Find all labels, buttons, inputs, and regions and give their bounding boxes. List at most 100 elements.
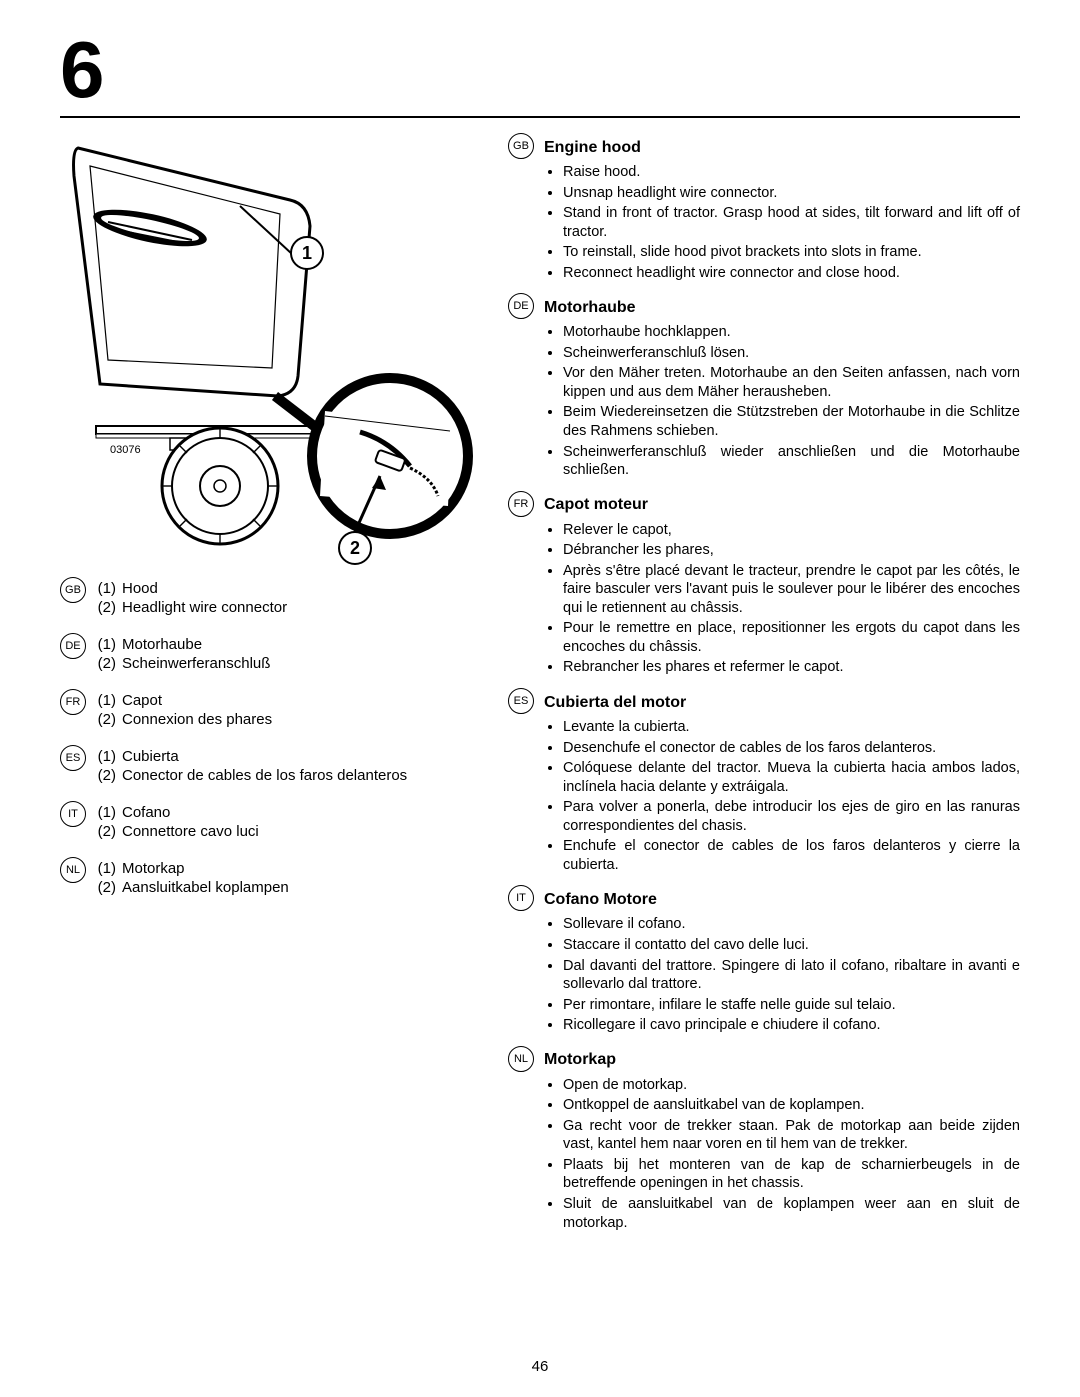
legend-text: Scheinwerferanschluß — [122, 655, 270, 672]
legend-num: (1) — [92, 636, 116, 653]
instruction-section: NL Motorkap Open de motorkap.Ontkoppel de … — [508, 1049, 1020, 1232]
instruction-section: FR Capot moteur Relever le capot,Débranche… — [508, 494, 1020, 677]
legend-block: GB(1)Hood(2)Headlight wire connector — [60, 580, 480, 616]
legend-text: Connexion des phares — [122, 711, 272, 728]
instruction-item: Para volver a ponerla, debe introducir l… — [563, 798, 1020, 835]
lang-badge: IT — [60, 801, 86, 827]
instruction-section: DE Motorhaube Motorhaube hochklappen. Schei… — [508, 296, 1020, 479]
instruction-item: Scheinwerferanschluß wieder anschließen … — [563, 443, 1020, 480]
legend-block: IT (1)Cofano (2) Connettore cavo luci — [60, 804, 480, 840]
instruction-item: Colóquese delante del tractor. Mueva la … — [563, 759, 1020, 796]
instruction-item: Ga recht voor de trekker staan. Pak de m… — [563, 1117, 1020, 1154]
legend-num: (1) — [92, 804, 116, 821]
lang-badge: FR — [508, 491, 534, 517]
instruction-list: Sollevare il cofano. Staccare il contatto… — [508, 915, 1020, 1034]
instruction-list: Motorhaube hochklappen. Scheinwerferansch… — [508, 323, 1020, 479]
lang-badge: NL — [508, 1046, 534, 1072]
instruction-item: Levante la cubierta. — [563, 718, 1020, 737]
instruction-item: Per rimontare, infilare le staffe nelle … — [563, 996, 1020, 1015]
instruction-item: Plaats bij het monteren van de kap de sc… — [563, 1156, 1020, 1193]
instruction-item: Pour le remettre en place, repositionner… — [563, 619, 1020, 656]
legend-block: FR (1) Capot (2)Connexion des phares — [60, 692, 480, 728]
instruction-item: Enchufe el conector de cables de los far… — [563, 837, 1020, 874]
legend-row: (2) Scheinwerferanschluß — [92, 655, 270, 672]
legend-num: (2) — [92, 599, 116, 616]
manual-page: 6 — [0, 0, 1080, 1397]
lang-badge: NL — [60, 857, 86, 883]
legend-num: (1) — [92, 748, 116, 765]
lang-badge: FR — [60, 689, 86, 715]
chapter-number: 6 — [60, 30, 1020, 110]
divider — [60, 116, 1020, 118]
legend-row: (1)Cofano — [92, 804, 259, 821]
legend-num: (2) — [92, 767, 116, 784]
legend-row: (1) Motorhaube — [92, 636, 270, 653]
instruction-item: Ontkoppel de aansluitkabel van de koplam… — [563, 1096, 1020, 1115]
legend-row: (1)Cubierta — [92, 748, 407, 765]
legend-block: DE (1) Motorhaube (2) Scheinwerferanschluß — [60, 636, 480, 672]
instruction-item: To reinstall, slide hood pivot brackets … — [563, 243, 1020, 262]
legend-text: Hood — [122, 580, 158, 597]
two-column-layout: 1 2 03076 GB (1) Hood (2) Headlight wire con… — [60, 136, 1020, 1246]
lang-badge: ES — [508, 688, 534, 714]
legend-text: Connettore cavo luci — [122, 823, 259, 840]
lang-badge: DE — [508, 293, 534, 319]
instruction-list: Open de motorkap.Ontkoppel de aansluitka… — [508, 1076, 1020, 1232]
left-column: 1 2 03076 GB(1)Hood(2)Headlight wire con… — [60, 136, 480, 1246]
section-title: Motorkap — [544, 1051, 616, 1069]
instruction-item: Relever le capot, — [563, 521, 1020, 540]
legend-num: (1) — [92, 860, 116, 877]
figure-tractor-hood: 1 2 03076 — [60, 136, 480, 556]
instruction-item: Desenchufe el conector de cables de los … — [563, 739, 1020, 758]
instruction-item: Motorhaube hochklappen. — [563, 323, 1020, 342]
instruction-item: Staccare il contatto del cavo delle luci… — [563, 936, 1020, 955]
instruction-item: Ricollegare il cavo principale e chiuder… — [563, 1016, 1020, 1035]
legend-num: (1) — [92, 692, 116, 709]
legend-block: ES (1)Cubierta (2)Conector de cables de lo… — [60, 748, 480, 784]
legend-num: (2) — [92, 823, 116, 840]
instruction-list: Levante la cubierta. Desenchufe el conect… — [508, 718, 1020, 874]
lang-badge: DE — [60, 633, 86, 659]
right-column: GB Engine hood Raise hood. Unsnap headlight… — [508, 136, 1020, 1246]
instruction-item: Rebrancher les phares et refermer le cap… — [563, 658, 1020, 677]
legend-text: Motorhaube — [122, 636, 202, 653]
legend-text: Aansluitkabel koplampen — [122, 879, 289, 896]
legend-row: (2) Connettore cavo luci — [92, 823, 259, 840]
legend-text: Motorkap — [122, 860, 185, 877]
instruction-list: Raise hood. Unsnap headlight wire connect… — [508, 163, 1020, 282]
instruction-item: Dal davanti del trattore. Spingere di la… — [563, 957, 1020, 994]
instruction-item: Unsnap headlight wire connector. — [563, 184, 1020, 203]
instruction-list: Relever le capot,Débrancher les phares, A… — [508, 521, 1020, 677]
legend-row: (1) Motorkap — [92, 860, 289, 877]
section-title: Capot moteur — [544, 496, 648, 514]
legend-row: (2)Connexion des phares — [92, 711, 272, 728]
section-title: Cubierta del motor — [544, 694, 686, 712]
lang-badge: IT — [508, 885, 534, 911]
lang-badge: GB — [508, 133, 534, 159]
page-number: 46 — [0, 1358, 1080, 1375]
instruction-item: Vor den Mäher treten. Motorhaube an den … — [563, 364, 1020, 401]
instruction-item: Après s'être placé devant le tracteur, p… — [563, 562, 1020, 618]
callout-2: 2 — [338, 531, 372, 565]
legend-num: (2) — [92, 655, 116, 672]
legend-text: Capot — [122, 692, 162, 709]
instruction-item: Reconnect headlight wire connector and c… — [563, 264, 1020, 283]
legend-row: (2)Aansluitkabel koplampen — [92, 879, 289, 896]
legend-row: (1) Hood — [92, 580, 287, 597]
lang-badge: ES — [60, 745, 86, 771]
instruction-item: Stand in front of tractor. Grasp hood at… — [563, 204, 1020, 241]
instruction-item: Scheinwerferanschluß lösen. — [563, 344, 1020, 363]
instruction-section: ES Cubierta del motor Levante la cubierta.… — [508, 691, 1020, 874]
section-title: Motorhaube — [544, 299, 636, 317]
figure-legend: GB(1)Hood(2)Headlight wire connectorDE(1… — [60, 580, 480, 896]
legend-text: Headlight wire connector — [122, 599, 287, 616]
legend-num: (1) — [92, 580, 116, 597]
instruction-section: ITCofano MotoreSollevare il cofano.Stacc… — [508, 888, 1020, 1034]
legend-row: (1) Capot — [92, 692, 272, 709]
instruction-item: Sluit de aansluitkabel van de koplampen … — [563, 1195, 1020, 1232]
legend-row: (2)Conector de cables de los faros delan… — [92, 767, 407, 784]
instruction-item: Sollevare il cofano. — [563, 915, 1020, 934]
instruction-item: Débrancher les phares, — [563, 541, 1020, 560]
instruction-item: Raise hood. — [563, 163, 1020, 182]
section-title: Engine hood — [544, 139, 641, 157]
